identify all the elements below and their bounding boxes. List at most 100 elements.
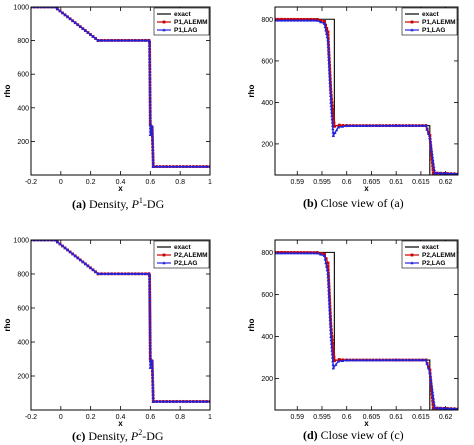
data-point-triangle bbox=[312, 251, 316, 255]
data-point-triangle bbox=[439, 406, 443, 410]
caption-c-italic: P bbox=[130, 429, 139, 443]
data-point-triangle bbox=[327, 298, 331, 302]
caption-a-text: Density, bbox=[89, 197, 132, 211]
data-point-triangle bbox=[110, 272, 114, 276]
data-point-triangle bbox=[158, 399, 162, 403]
data-point-triangle bbox=[426, 366, 431, 370]
data-point-square bbox=[330, 331, 333, 335]
y-tick-label-c: 600 bbox=[17, 306, 29, 313]
data-point-triangle bbox=[401, 358, 405, 362]
plot-frame-d bbox=[274, 239, 459, 411]
data-point-triangle bbox=[330, 117, 334, 121]
data-point-triangle bbox=[426, 131, 431, 135]
data-point-square bbox=[331, 341, 335, 345]
data-point-triangle bbox=[289, 18, 293, 22]
data-point-triangle bbox=[381, 123, 385, 127]
data-point-triangle bbox=[433, 171, 437, 175]
data-point-triangle bbox=[148, 306, 152, 310]
data-point-triangle bbox=[430, 148, 434, 152]
data-point-triangle bbox=[71, 252, 75, 256]
data-point-triangle bbox=[329, 107, 333, 111]
data-point-triangle bbox=[401, 123, 405, 127]
data-point-triangle bbox=[432, 164, 436, 168]
data-point-triangle bbox=[58, 242, 62, 246]
data-point-triangle bbox=[322, 254, 327, 257]
data-point-triangle bbox=[439, 171, 443, 175]
data-point-triangle bbox=[147, 274, 152, 277]
data-point-triangle bbox=[171, 399, 175, 403]
data-point-triangle bbox=[148, 109, 152, 113]
data-point-triangle bbox=[449, 171, 453, 175]
data-point-triangle bbox=[414, 123, 418, 127]
data-point-triangle bbox=[83, 28, 88, 32]
data-point-triangle bbox=[130, 38, 134, 42]
data-point-square bbox=[330, 97, 333, 101]
data-point-triangle bbox=[148, 106, 152, 110]
data-point-square bbox=[330, 104, 334, 108]
y-tick-label-a: 1000 bbox=[13, 5, 29, 12]
data-point-triangle bbox=[428, 373, 432, 377]
data-point-triangle bbox=[414, 358, 418, 362]
data-point-triangle bbox=[148, 86, 152, 90]
data-point-triangle bbox=[205, 399, 209, 403]
data-point-square bbox=[330, 338, 334, 342]
data-point-triangle bbox=[436, 406, 440, 410]
x-axis-label-c: x bbox=[118, 419, 123, 428]
legend-label-0: exact bbox=[174, 11, 191, 18]
y-tick-label-a: 800 bbox=[17, 38, 29, 45]
data-point-triangle bbox=[324, 264, 329, 268]
data-point-triangle bbox=[374, 358, 378, 362]
data-point-square bbox=[431, 171, 435, 175]
data-point-triangle bbox=[99, 38, 104, 42]
data-point-triangle bbox=[330, 110, 334, 114]
chart-c: -0.2 0 0.2 0.4 0.6 0.8 1 200 400 600 800 1000 x rho ex… bbox=[3, 238, 212, 429]
caption-a-label: (a) bbox=[72, 197, 86, 211]
data-point-triangle bbox=[148, 296, 152, 300]
y-tick-label-d: 800 bbox=[261, 250, 273, 257]
data-point-triangle bbox=[137, 272, 141, 276]
legend-label-1: P2,ALEMM bbox=[422, 252, 456, 259]
x-tick-label-b: 0.62 bbox=[439, 179, 453, 186]
data-point-triangle bbox=[322, 21, 327, 25]
data-point-triangle bbox=[330, 345, 334, 349]
data-point-triangle bbox=[148, 283, 152, 287]
data-point-triangle bbox=[420, 123, 425, 127]
x-tick-label-a: 0 bbox=[59, 179, 63, 186]
data-point-triangle bbox=[381, 358, 385, 362]
data-point-square bbox=[330, 100, 334, 104]
data-point-triangle bbox=[326, 285, 331, 289]
data-point-triangle bbox=[296, 18, 300, 22]
data-point-triangle bbox=[103, 38, 107, 42]
data-point-triangle bbox=[140, 272, 144, 276]
data-point-square bbox=[337, 123, 341, 127]
y-tick-label-d: 200 bbox=[261, 376, 273, 383]
data-point-triangle bbox=[331, 359, 335, 363]
data-point-triangle bbox=[432, 402, 436, 406]
data-point-triangle bbox=[58, 9, 62, 13]
caption-d-label: (d) bbox=[303, 428, 318, 442]
data-point-triangle bbox=[323, 25, 327, 29]
data-point-triangle bbox=[391, 358, 395, 362]
data-point-triangle bbox=[96, 272, 100, 276]
x-tick-label-a: 0.6 bbox=[145, 179, 155, 186]
data-point-triangle bbox=[148, 93, 152, 97]
plot-frame-b bbox=[274, 6, 459, 176]
legend-label-0: exact bbox=[422, 244, 439, 251]
data-point-square bbox=[323, 20, 326, 23]
data-point-triangle bbox=[328, 87, 332, 91]
data-point-triangle bbox=[327, 58, 331, 62]
data-point-triangle bbox=[327, 301, 331, 305]
data-point-triangle bbox=[60, 244, 65, 248]
data-point-triangle bbox=[315, 251, 319, 255]
data-point-triangle bbox=[302, 251, 306, 255]
data-point-triangle bbox=[348, 358, 352, 362]
legend-marker-triangle bbox=[162, 261, 166, 265]
x-tick-label-c: 0.6 bbox=[145, 414, 155, 421]
data-point-triangle bbox=[336, 125, 340, 129]
data-point-triangle bbox=[150, 138, 155, 141]
data-point-triangle bbox=[378, 124, 382, 127]
data-point-triangle bbox=[148, 76, 152, 80]
data-point-triangle bbox=[151, 379, 155, 383]
data-point-triangle bbox=[148, 300, 152, 304]
